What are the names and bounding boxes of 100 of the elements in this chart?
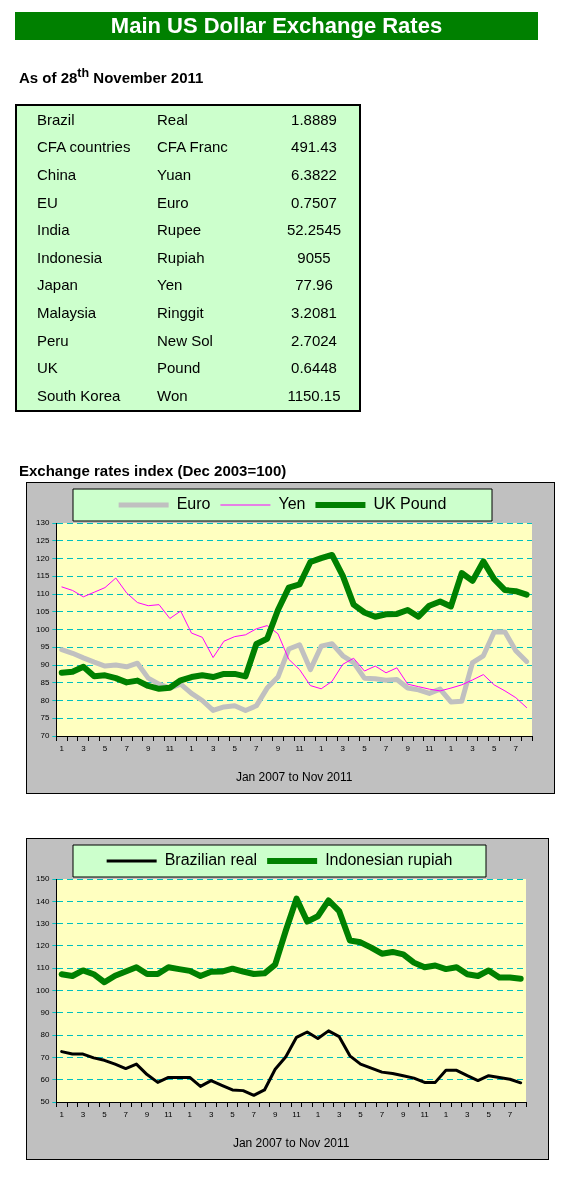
legend-label: Euro [176, 494, 211, 512]
x-tick-label: 5 [102, 1109, 108, 1119]
category-label: Japan [36, 275, 79, 296]
x-tick-label: 1 [59, 743, 65, 753]
category-label: China [36, 165, 78, 185]
y-tick-label: 150 [35, 873, 50, 883]
y-tick-label: 110 [36, 962, 50, 972]
x-tick-label: 11 [292, 1109, 302, 1119]
category-label: Rupiah [157, 248, 205, 266]
y-tick-label: 100 [35, 624, 50, 634]
x-axis-title: Jan 2007 to Nov 2011 [235, 769, 353, 784]
x-axis-title: Jan 2007 to Nov 2011 [232, 1135, 350, 1150]
x-tick-label: 7 [123, 1109, 129, 1119]
x-tick-label: 3 [208, 1109, 214, 1119]
x-tick-label: 9 [144, 1109, 150, 1119]
x-tick-label: 11 [425, 743, 434, 753]
x-tick-label: 1 [189, 743, 195, 753]
y-tick-label: 50 [40, 1096, 50, 1106]
legend-label: UK Pound [373, 494, 447, 512]
category-label: India [36, 220, 71, 241]
x-tick-label: 7 [379, 1109, 385, 1119]
y-tick-label: 80 [40, 695, 50, 705]
x-tick-label: 5 [230, 1109, 236, 1119]
legend-label: Indonesian rupiah [325, 850, 453, 868]
x-tick-label: 1 [59, 1109, 65, 1119]
x-tick-label: 9 [401, 1109, 407, 1119]
x-tick-label: 9 [275, 743, 281, 753]
x-tick-label: 7 [507, 1109, 513, 1119]
y-tick-label: 85 [40, 677, 50, 687]
text: As of 28$^{th}$ November 2011 [19, 66, 205, 86]
x-tick-label: 11 [420, 1109, 430, 1119]
category-label: Yen [157, 276, 183, 294]
chart-title: Exchange rates index (Dec 2003=100) [19, 461, 288, 481]
x-tick-label: 1 [315, 1109, 321, 1119]
x-tick-label: 3 [81, 743, 87, 753]
x-tick-label: 11 [164, 1109, 174, 1119]
data-label: 0.7507 [290, 192, 338, 213]
x-tick-label: 11 [295, 743, 305, 753]
x-tick-label: 1 [443, 1109, 449, 1119]
data-label: 2.7024 [290, 330, 338, 351]
data-label: 0.6448 [290, 358, 338, 379]
data-label: 1150.15 [286, 385, 342, 406]
y-tick-label: 60 [40, 1074, 50, 1084]
data-label: 491.43 [290, 137, 338, 158]
y-tick-label: 70 [40, 1052, 50, 1062]
text: Main US Dollar Exchange Rates [15, 12, 538, 40]
data-label: 6.3822 [290, 165, 338, 185]
y-tick-label: 70 [40, 730, 50, 740]
category-label: South Korea [36, 385, 122, 406]
y-tick-label: 110 [36, 588, 50, 598]
x-tick-label: 11 [165, 743, 175, 753]
x-tick-label: 5 [102, 743, 108, 753]
x-tick-label: 7 [513, 743, 519, 753]
legend-label: Brazilian real [164, 850, 258, 868]
category-label: Real [157, 110, 188, 128]
category-label: EU [36, 192, 59, 213]
data-label: 1.8889 [290, 109, 338, 130]
category-label: Won [157, 386, 188, 404]
data-label: 9055 [296, 247, 332, 268]
y-tick-label: 130 [35, 517, 50, 527]
x-tick-label: 3 [465, 1109, 471, 1119]
category-label: Yuan [157, 165, 192, 183]
category-label: CFA countries [36, 137, 132, 158]
x-tick-label: 9 [272, 1109, 278, 1119]
y-tick-label: 90 [40, 659, 50, 669]
y-tick-label: 100 [35, 985, 50, 995]
x-tick-label: 1 [448, 743, 454, 753]
x-tick-label: 5 [232, 743, 238, 753]
data-label: 77.96 [294, 275, 334, 296]
y-tick-label: 115 [36, 570, 50, 580]
category-label: Malaysia [36, 302, 98, 323]
x-tick-label: 1 [187, 1109, 193, 1119]
y-tick-label: 130 [35, 918, 50, 928]
y-tick-label: 120 [35, 940, 50, 950]
x-tick-label: 7 [124, 743, 130, 753]
category-label: CFA Franc [157, 138, 228, 156]
x-tick-label: 9 [146, 743, 152, 753]
y-tick-label: 95 [40, 641, 50, 651]
y-tick-label: 90 [40, 1007, 50, 1017]
y-tick-label: 125 [35, 535, 50, 545]
category-label: Rupee [157, 221, 202, 239]
x-tick-label: 5 [362, 743, 368, 753]
data-label: 3.2081 [290, 302, 338, 323]
category-label: Peru [36, 330, 70, 351]
y-tick-label: 75 [40, 712, 50, 722]
legend-label: Yen [278, 494, 306, 512]
x-tick-label: 3 [210, 743, 216, 753]
x-tick-label: 7 [254, 743, 260, 753]
x-tick-label: 5 [358, 1109, 364, 1119]
y-tick-label: 120 [35, 553, 50, 563]
x-tick-label: 5 [486, 1109, 492, 1119]
category-label: Ringgit [157, 303, 204, 321]
x-tick-label: 3 [336, 1109, 342, 1119]
y-tick-label: 140 [35, 896, 50, 906]
category-label: New Sol [157, 331, 213, 349]
x-tick-label: 7 [383, 743, 389, 753]
category-label: Pound [157, 359, 201, 377]
x-tick-label: 7 [251, 1109, 257, 1119]
x-tick-label: 5 [491, 743, 497, 753]
y-tick-label: 105 [35, 606, 50, 616]
